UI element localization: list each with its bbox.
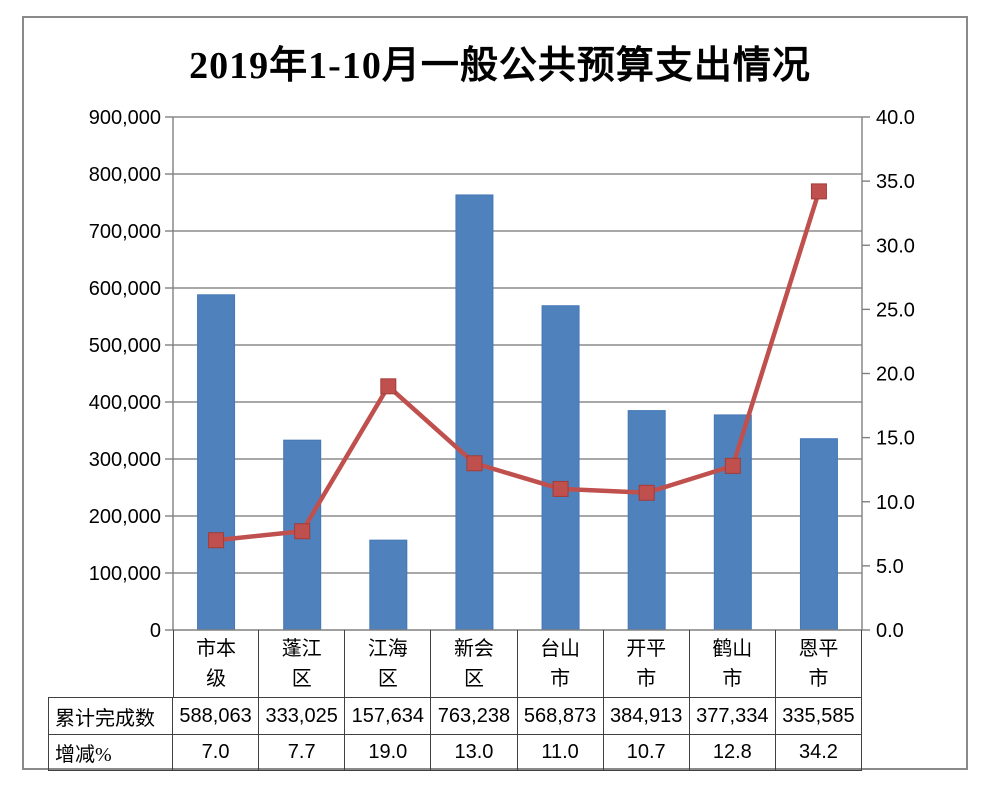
table-cell: 384,913 xyxy=(604,698,690,734)
table-row: 增减% 7.0 7.7 19.0 13.0 11.0 10.7 12.8 34.2 xyxy=(48,734,862,771)
table-cell: 377,334 xyxy=(690,698,776,734)
table-cell: 763,238 xyxy=(431,698,518,734)
table-row-label: 增减% xyxy=(48,735,173,770)
bar xyxy=(713,414,752,631)
line-marker xyxy=(552,480,569,497)
category-label-line: 台山 xyxy=(540,637,581,660)
table-row-label: 累计完成数 xyxy=(48,698,173,734)
bar xyxy=(455,194,494,631)
line-marker xyxy=(466,455,483,472)
table-cell: 10.7 xyxy=(604,735,690,770)
bar xyxy=(283,439,322,631)
y-axis-left-tick-label: 300,000 xyxy=(89,449,161,471)
category-label-line: 市本 xyxy=(196,637,237,660)
y-axis-right-tick-label: 30.0 xyxy=(876,235,915,257)
category-row: 市本级蓬江区江海区新会区台山市开平市鹤山市恩平市 xyxy=(173,630,862,697)
category-label-line: 市 xyxy=(722,667,743,690)
category-label-line: 鹤山 xyxy=(712,637,753,660)
table-cell: 12.8 xyxy=(690,735,776,770)
y-axis-right-tick-label: 10.0 xyxy=(876,492,915,514)
y-axis-left-tick-label: 500,000 xyxy=(89,335,161,357)
category-label-line: 市 xyxy=(550,667,571,690)
category-label: 江海区 xyxy=(345,630,432,697)
table-cell: 7.0 xyxy=(173,735,260,770)
table-cell: 13.0 xyxy=(431,735,518,770)
line-marker xyxy=(724,457,741,474)
y-axis-right-tick-label: 40.0 xyxy=(876,107,915,129)
y-axis-right-tick-label: 0.0 xyxy=(876,620,904,642)
data-table: 市本级蓬江区江海区新会区台山市开平市鹤山市恩平市累计完成数 588,063 333,… xyxy=(48,630,862,771)
line-marker xyxy=(380,378,397,395)
table-cell: 19.0 xyxy=(345,735,432,770)
bar xyxy=(369,539,408,631)
category-label-line: 区 xyxy=(377,667,398,690)
y-axis-right-tick-label: 15.0 xyxy=(876,428,915,450)
bar xyxy=(627,410,666,631)
category-label-line: 市 xyxy=(808,667,829,690)
y-axis-left-tick-label: 400,000 xyxy=(89,392,161,414)
table-cell: 568,873 xyxy=(518,698,604,734)
category-label-line: 蓬江 xyxy=(281,637,322,660)
category-label-line: 级 xyxy=(206,667,227,690)
category-label: 新会区 xyxy=(431,630,518,697)
category-label: 台山市 xyxy=(518,630,604,697)
bar xyxy=(541,305,580,631)
category-label: 市本级 xyxy=(173,630,260,697)
bar xyxy=(197,294,236,631)
category-label: 蓬江区 xyxy=(259,630,346,697)
table-cell: 7.7 xyxy=(259,735,346,770)
y-axis-right-tick-label: 5.0 xyxy=(876,556,904,578)
category-label: 恩平市 xyxy=(776,630,862,697)
table-cell: 588,063 xyxy=(173,698,260,734)
table-row: 累计完成数 588,063 333,025 157,634 763,238 568,873… xyxy=(48,697,862,734)
bar xyxy=(799,438,838,631)
y-axis-right-tick-label: 20.0 xyxy=(876,364,915,386)
line-marker xyxy=(208,532,225,549)
table-cell: 333,025 xyxy=(259,698,346,734)
trend-line xyxy=(215,190,822,543)
line-marker xyxy=(638,484,655,501)
y-axis-left-tick-label: 700,000 xyxy=(89,221,161,243)
y-axis-left-tick-label: 100,000 xyxy=(89,563,161,585)
y-axis-right-tick-label: 25.0 xyxy=(876,299,915,321)
category-label-line: 区 xyxy=(291,667,312,690)
table-cell: 335,585 xyxy=(776,698,862,734)
line-marker xyxy=(810,183,827,200)
line-marker xyxy=(294,523,311,540)
category-label: 鹤山市 xyxy=(690,630,776,697)
chart-border xyxy=(22,16,968,770)
category-label-line: 恩平 xyxy=(798,637,839,660)
table-cell: 11.0 xyxy=(518,735,604,770)
category-label-line: 市 xyxy=(636,667,657,690)
y-axis-left-tick-label: 900,000 xyxy=(89,107,161,129)
chart-title: 2019年1-10月一般公共预算支出情况 xyxy=(189,45,811,87)
y-axis-left-tick-label: 0 xyxy=(150,620,161,642)
y-axis-left-tick-label: 800,000 xyxy=(89,164,161,186)
table-cell: 34.2 xyxy=(776,735,862,770)
category-label: 开平市 xyxy=(604,630,690,697)
category-label-line: 区 xyxy=(463,667,484,690)
y-axis-left-tick-label: 600,000 xyxy=(89,278,161,300)
category-label-line: 新会 xyxy=(453,637,494,660)
category-label-line: 江海 xyxy=(367,637,408,660)
table-cell: 157,634 xyxy=(345,698,432,734)
category-label-line: 开平 xyxy=(626,637,667,660)
y-axis-right-tick-label: 35.0 xyxy=(876,171,915,193)
y-axis-left-tick-label: 200,000 xyxy=(89,506,161,528)
